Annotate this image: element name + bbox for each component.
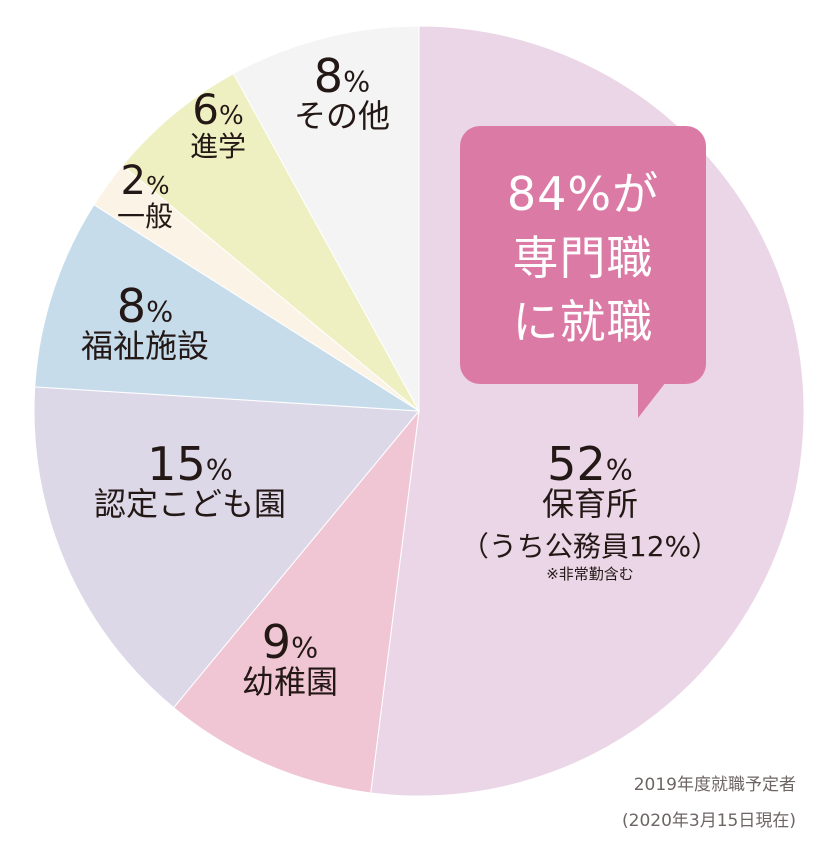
name-fukushi: 福祉施設 (80, 327, 209, 366)
pie-slice-youchien (172, 409, 420, 794)
pct-nintei: 15% (147, 437, 233, 491)
callout-line2: 専門職 (512, 231, 654, 285)
callout-bubble: 84%が 専門職 に就職 (460, 126, 706, 418)
slice-label-fukushi: 8% 福祉施設 (50, 282, 240, 364)
slice-label-shingaku: 6% 進学 (168, 85, 268, 164)
slice-label-ippan: 2% 一般 (102, 160, 188, 231)
name-hoikusho: 保育所 (541, 485, 638, 524)
pie-slice-sonota (232, 25, 420, 412)
callout-text: 84%が 専門職 に就職 (460, 162, 706, 354)
callout-line1: 84%が (506, 167, 660, 221)
pct-hoikusho: 52% (547, 437, 633, 491)
slice-label-youchien: 9% 幼稚園 (210, 618, 370, 700)
name-ippan: 一般 (116, 200, 173, 233)
pct-shingaku: 6% (192, 85, 244, 134)
pie-slice-shingaku (121, 72, 420, 412)
note-hoikusho: ※非常勤含む (546, 565, 634, 584)
name-shingaku: 進学 (189, 130, 246, 164)
callout-line3: に就職 (512, 295, 654, 349)
pct-youchien: 9% (261, 615, 319, 669)
footnote-line2: (2020年3月15日現在) (622, 811, 796, 831)
slice-label-nintei: 15% 認定こども園 (60, 440, 320, 522)
pct-ippan: 2% (120, 158, 170, 204)
name-youchien: 幼稚園 (241, 663, 338, 702)
pct-fukushi: 8% (116, 279, 174, 333)
name-nintei: 認定こども園 (93, 485, 286, 524)
slice-label-hoikusho: 52% 保育所 （うち公務員12%） ※非常勤含む (440, 440, 740, 583)
pct-sonota: 8% (313, 49, 371, 103)
footnote-line1: 2019年度就職予定者 (633, 775, 796, 795)
pie-slice-nintei (33, 386, 421, 709)
sub-hoikusho: （うち公務員12%） (460, 529, 720, 563)
pie-slice-fukushi (34, 204, 420, 412)
name-sonota: その他 (293, 97, 390, 136)
slice-label-sonota: 8% その他 (280, 52, 404, 134)
